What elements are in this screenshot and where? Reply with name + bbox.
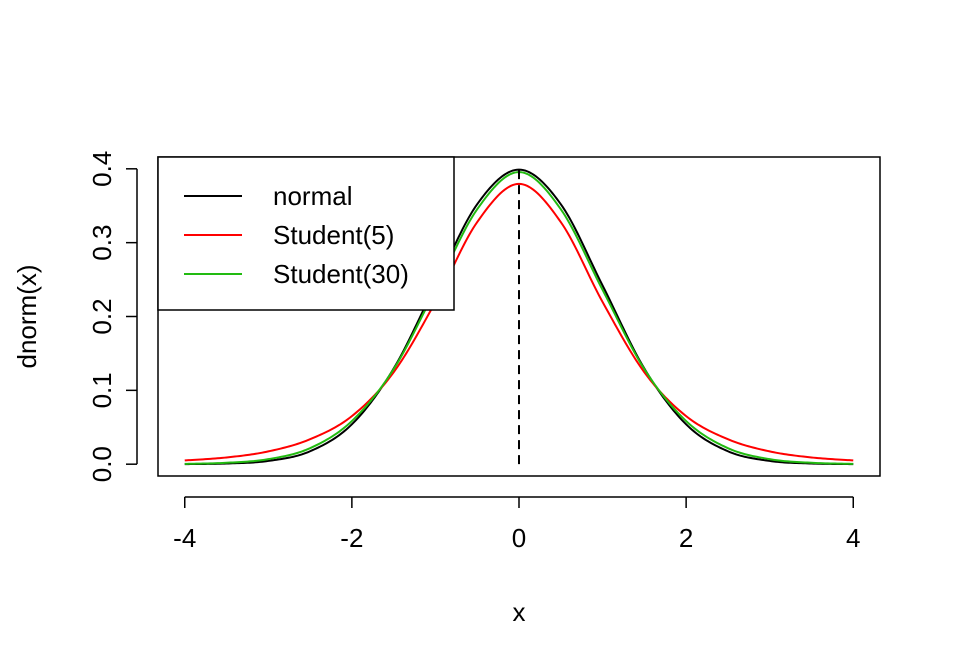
x-tick-label: 2 — [679, 523, 693, 553]
x-axis-title: x — [513, 597, 526, 627]
y-tick-label: 0.3 — [87, 225, 117, 261]
x-tick-label: 0 — [512, 523, 526, 553]
x-axis: -4 -2 0 2 4 — [173, 496, 860, 553]
y-tick-label: 0.1 — [87, 372, 117, 408]
series-line-normal — [184, 168, 854, 466]
legend-label: Student(5) — [273, 220, 394, 250]
y-tick-label: 0.2 — [87, 298, 117, 334]
legend: normal Student(5) Student(30) — [157, 156, 455, 311]
x-tick-label: -2 — [340, 523, 363, 553]
y-tick-label: 0.4 — [87, 151, 117, 187]
legend-label: normal — [273, 181, 352, 211]
y-tick-label: 0.0 — [87, 446, 117, 482]
y-axis-title: dnorm(x) — [12, 264, 42, 368]
plot-frame — [157, 156, 881, 477]
legend-box — [157, 156, 455, 311]
x-tick-label: -4 — [173, 523, 196, 553]
y-axis: 0.0 0.1 0.2 0.3 0.4 — [87, 151, 138, 482]
x-tick-label: 4 — [846, 523, 860, 553]
series-line-student-5 — [184, 182, 854, 462]
legend-label: Student(30) — [273, 259, 409, 289]
